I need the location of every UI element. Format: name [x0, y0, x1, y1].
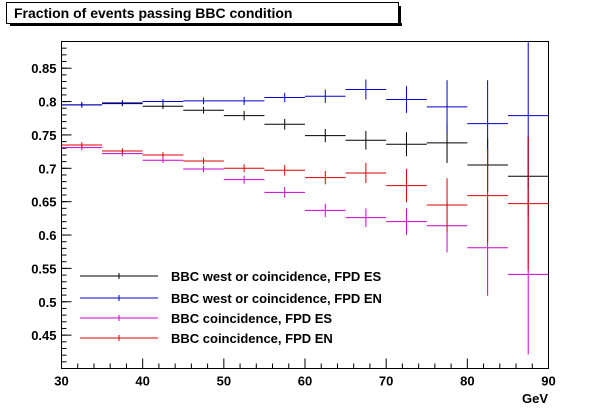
data-point [345, 208, 387, 228]
x-tick-label: 70 [379, 374, 393, 389]
data-point [386, 132, 427, 157]
data-point [305, 89, 346, 103]
data-point [61, 142, 103, 148]
legend-entry: BBC coincidence, FPD ES [80, 311, 332, 326]
data-point [223, 96, 265, 105]
data-point [386, 168, 427, 203]
data-point [386, 86, 427, 113]
legend-label: BBC west or coincidence, FPD EN [171, 291, 382, 306]
data-point [426, 80, 468, 134]
legend-entry: BBC west or coincidence, FPD ES [80, 269, 382, 284]
y-tick-label: 0.5 [38, 295, 56, 310]
legend-box [75, 262, 365, 350]
chart-title: Fraction of events passing BBC condition [14, 5, 292, 21]
x-tick-label: 80 [460, 374, 474, 389]
series-1 [61, 100, 549, 217]
data-point [183, 165, 224, 173]
y-tick-label: 0.7 [38, 161, 56, 176]
data-point [305, 170, 346, 185]
y-tick-label: 0.65 [31, 195, 56, 210]
x-tick-label: 50 [217, 374, 231, 389]
legend-entry: BBC west or coincidence, FPD EN [80, 291, 382, 306]
data-point [223, 175, 265, 184]
data-point [264, 186, 305, 198]
data-point [142, 103, 184, 109]
y-tick-label: 0.6 [38, 228, 56, 243]
data-point [142, 152, 184, 158]
data-point [183, 106, 224, 114]
data-point [345, 130, 387, 150]
data-point [426, 178, 468, 232]
y-tick-label: 0.55 [31, 261, 56, 276]
data-point [183, 157, 224, 165]
legend-label: BBC west or coincidence, FPD ES [171, 269, 382, 284]
x-tick-label: 30 [54, 374, 68, 389]
data-point [264, 118, 305, 130]
data-point [61, 102, 103, 108]
series-2 [61, 42, 549, 189]
data-point [223, 110, 265, 121]
data-point [264, 92, 305, 103]
series-layer [61, 42, 549, 355]
x-tick-label: 90 [541, 374, 555, 389]
legend-label: BBC coincidence, FPD ES [171, 311, 332, 326]
data-point [345, 79, 387, 100]
legend: BBC west or coincidence, FPD ES BBC west … [75, 262, 382, 350]
chart-title-box: Fraction of events passing BBC condition [6, 2, 402, 26]
data-point [345, 162, 387, 183]
data-point [305, 203, 346, 218]
y-tick-label: 0.85 [31, 61, 56, 76]
y-tick-label: 0.75 [31, 128, 56, 143]
data-point [305, 128, 346, 143]
data-point [386, 208, 427, 236]
y-tick-label: 0.8 [38, 95, 56, 110]
x-tick-label: 60 [298, 374, 312, 389]
legend-entry: BBC coincidence, FPD EN [80, 331, 333, 346]
data-point [102, 148, 143, 154]
data-point [142, 157, 184, 163]
data-point [183, 97, 224, 105]
data-point [142, 98, 184, 105]
x-axis-label: GeV [522, 391, 548, 406]
legend-label: BBC coincidence, FPD EN [171, 331, 333, 346]
series-4 [61, 136, 549, 271]
data-point [264, 164, 305, 176]
axes: 30 40 50 60 70 80 90 0.45 0.5 0.55 0.6 0.65 0.7 0.75 0… [31, 47, 556, 389]
data-point [467, 148, 508, 243]
data-point [223, 164, 265, 173]
data-point [507, 136, 549, 271]
x-tick-label: 40 [135, 374, 149, 389]
y-tick-label: 0.45 [31, 328, 56, 343]
data-point [102, 100, 143, 106]
